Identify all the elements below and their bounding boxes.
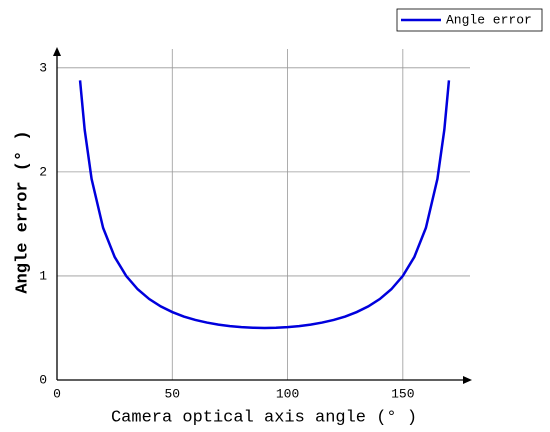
x-tick-label: 100 — [276, 386, 299, 401]
y-axis-label: Angle error (° ) — [13, 130, 32, 293]
y-tick-label: 0 — [39, 372, 47, 387]
x-tick-label: 150 — [391, 386, 414, 401]
x-tick-label: 0 — [53, 386, 61, 401]
x-axis-arrow — [463, 376, 472, 384]
y-tick-label: 3 — [39, 60, 47, 75]
data-line — [78, 80, 451, 330]
x-tick-label: 50 — [164, 386, 180, 401]
y-tick-label: 1 — [39, 268, 47, 283]
legend-box — [396, 8, 543, 32]
y-tick-label: 2 — [39, 164, 47, 179]
legend-label: Angle error — [446, 12, 532, 27]
y-axis-arrow — [53, 47, 61, 56]
x-axis-label: Camera optical axis angle (° ) — [111, 408, 417, 427]
